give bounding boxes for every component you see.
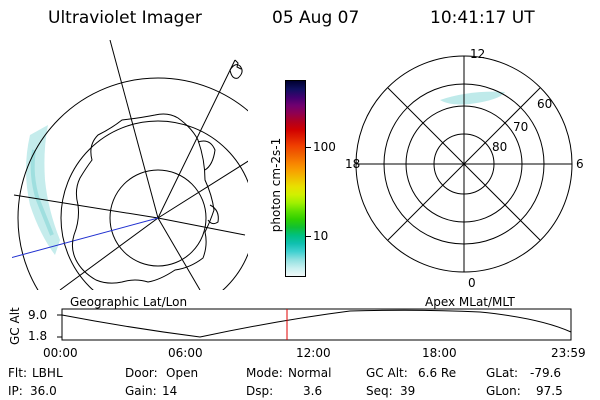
colorbar <box>285 80 306 277</box>
colorbar-label-10: 10 <box>313 229 329 243</box>
seq-value: 39 <box>400 384 416 398</box>
mode-label: Mode: <box>246 366 283 380</box>
aurora-emission-right <box>440 91 505 105</box>
door-value: Open <box>166 366 199 380</box>
mode-value: Normal <box>288 366 332 380</box>
mlt-label-6: 6 <box>576 157 584 171</box>
mlat-label-80: 80 <box>492 140 508 154</box>
altitude-curve <box>61 309 572 338</box>
glat-value: -79.6 <box>530 366 562 380</box>
dsp-value: 3.6 <box>303 384 323 398</box>
glat-label: GLat: <box>486 366 519 380</box>
lat-circle-mid <box>60 120 248 290</box>
glon-value: 97.5 <box>536 384 563 398</box>
island-outline <box>229 64 243 79</box>
time-tick-0000: 00:00 <box>43 346 78 360</box>
mlt-label-12: 12 <box>470 47 486 61</box>
left-map-caption: Geographic Lat/Lon <box>70 295 188 309</box>
flt-label: Flt: <box>8 366 27 380</box>
image-time: 10:41:17 UT <box>430 8 535 28</box>
instrument-title: Ultraviolet Imager <box>48 8 202 28</box>
mlat-label-70: 70 <box>513 120 529 134</box>
gain-label: Gain: <box>125 384 157 398</box>
dsp-label: Dsp: <box>246 384 274 398</box>
time-tick-2359: 23:59 <box>551 346 586 360</box>
mlat-label-60: 60 <box>537 97 553 111</box>
colorbar-tick-100 <box>306 147 311 148</box>
continent-outline <box>71 113 215 284</box>
gcalt-value: 6.6 Re <box>418 366 457 380</box>
right-map-caption: Apex MLat/MLT <box>425 295 515 309</box>
gcalt-label: GC Alt: <box>366 366 408 380</box>
mlt-label-0: 0 <box>468 276 476 290</box>
colorbar-label-100: 100 <box>313 140 336 154</box>
lat-circle-outer <box>17 77 248 290</box>
ip-value: 36.0 <box>30 384 57 398</box>
altitude-ytick-high: 9.0 <box>28 308 48 322</box>
altitude-ytick-low: 1.8 <box>28 329 48 343</box>
sun-direction-line <box>12 217 159 258</box>
time-tick-1200: 12:00 <box>296 346 331 360</box>
door-label: Door: <box>125 366 158 380</box>
time-tick-0600: 06:00 <box>168 346 203 360</box>
time-tick-1800: 18:00 <box>422 346 457 360</box>
mlt-label-18: 18 <box>345 157 361 171</box>
flt-value: LBHL <box>32 366 63 380</box>
gain-value: 14 <box>162 384 178 398</box>
colorbar-tick-10 <box>306 236 311 237</box>
altitude-ylabel: GC Alt <box>8 307 22 345</box>
image-date: 05 Aug 07 <box>272 8 360 28</box>
glon-label: GLon: <box>486 384 521 398</box>
lat-circle-inner <box>109 169 207 267</box>
seq-label: Seq: <box>366 384 393 398</box>
ip-label: IP: <box>8 384 23 398</box>
